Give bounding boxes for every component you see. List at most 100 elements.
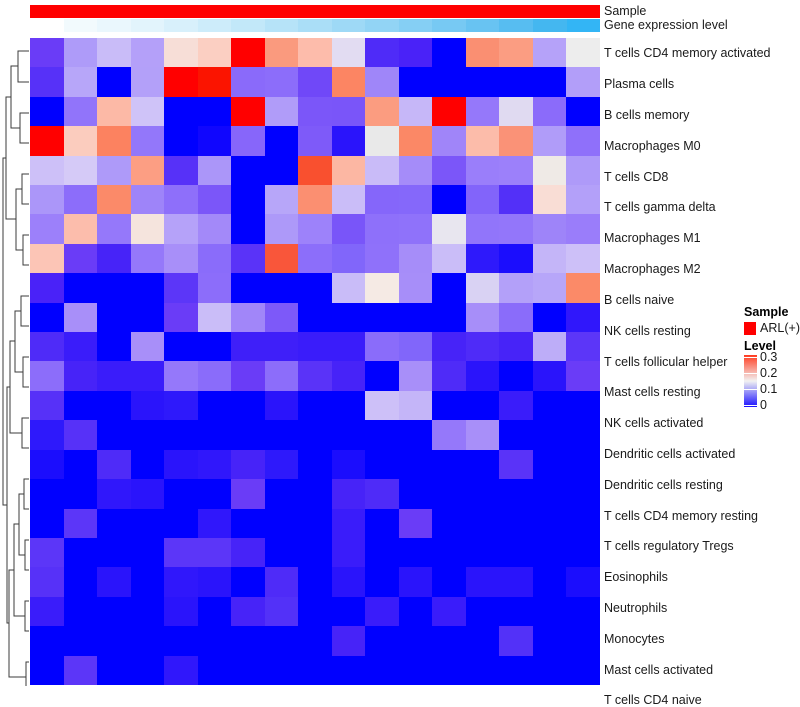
heatmap-cell [30, 537, 64, 568]
heatmap-cell [164, 96, 198, 127]
row-label: T cells CD4 memory activated [604, 46, 771, 61]
heatmap-cell [197, 537, 232, 568]
heatmap-cell [566, 449, 600, 480]
heatmap-cell [499, 390, 533, 421]
heatmap-cell [130, 420, 165, 450]
heatmap-cell [331, 214, 366, 244]
level-tick-mark [744, 389, 757, 390]
legend-sample-key-label: ARL(+) [760, 321, 800, 335]
heatmap-cell [264, 508, 299, 538]
heatmap-cell [197, 185, 232, 215]
heatmap-cell [398, 449, 433, 480]
heatmap-cell [432, 626, 466, 656]
heatmap-cell [566, 537, 600, 568]
heatmap-cell [97, 38, 131, 68]
heatmap-cell [499, 214, 533, 244]
heatmap-cell [264, 596, 299, 627]
heatmap-cell [331, 332, 366, 362]
heatmap-cell [465, 508, 500, 538]
heatmap-cell [164, 38, 198, 68]
heatmap-cell [130, 214, 165, 244]
heatmap-cell [197, 273, 232, 303]
heatmap-cell [331, 390, 366, 421]
heatmap-cell [63, 126, 98, 156]
heatmap-cell [264, 302, 299, 333]
heatmap-cell [331, 655, 366, 685]
heatmap-cell [130, 596, 165, 627]
sample-annotation-cell [298, 5, 332, 18]
heatmap-cell [231, 537, 265, 568]
heatmap-cell [63, 420, 98, 450]
heatmap-cell [566, 38, 600, 68]
heatmap-cell [130, 567, 165, 597]
heatmap-cell [532, 567, 567, 597]
heatmap-cell [63, 243, 98, 274]
row-label: NK cells activated [604, 416, 704, 431]
heatmap-cell [499, 537, 533, 568]
heatmap-cell [298, 361, 332, 391]
heatmap-cell [97, 155, 131, 186]
heatmap-cell [465, 596, 500, 627]
heatmap-cell [398, 155, 433, 186]
heatmap-cell [63, 655, 98, 685]
heatmap-cell [231, 479, 265, 509]
heatmap-cell [231, 332, 265, 362]
gene-expression-annotation-cell [532, 19, 567, 32]
heatmap-cell [298, 332, 332, 362]
heatmap-cell [365, 185, 399, 215]
heatmap-cell [566, 214, 600, 244]
heatmap-cell [532, 596, 567, 627]
heatmap-cell [331, 302, 366, 333]
row-label: Eosinophils [604, 570, 668, 585]
heatmap-cell [365, 243, 399, 274]
heatmap-cell [398, 508, 433, 538]
heatmap-cell [164, 390, 198, 421]
heatmap-cell [398, 38, 433, 68]
heatmap-cell [432, 655, 466, 685]
heatmap-cell [264, 243, 299, 274]
heatmap-cell [566, 361, 600, 391]
heatmap-cell [97, 449, 131, 480]
heatmap-cell [63, 596, 98, 627]
heatmap-cell [197, 214, 232, 244]
heatmap-cell [298, 390, 332, 421]
heatmap-cell [365, 390, 399, 421]
heatmap-cell [63, 155, 98, 186]
row-label: B cells memory [604, 108, 690, 123]
heatmap-cell [231, 214, 265, 244]
heatmap-cell [365, 332, 399, 362]
heatmap-cell [465, 655, 500, 685]
heatmap-cell [63, 67, 98, 97]
heatmap-cell [365, 273, 399, 303]
heatmap-cell [566, 67, 600, 97]
heatmap-cell [432, 508, 466, 538]
heatmap-cell [130, 655, 165, 685]
level-tick-label: 0.1 [760, 382, 778, 396]
heatmap-cell [532, 185, 567, 215]
heatmap-cell [465, 361, 500, 391]
heatmap-cell [365, 420, 399, 450]
heatmap-cell [130, 332, 165, 362]
heatmap-cell [331, 185, 366, 215]
heatmap-cell [130, 361, 165, 391]
heatmap-cell [30, 332, 64, 362]
heatmap-cell [97, 655, 131, 685]
heatmap-cell [231, 67, 265, 97]
heatmap-cell [63, 38, 98, 68]
heatmap-cell [432, 332, 466, 362]
row-label: Macrophages M0 [604, 138, 701, 153]
heatmap-cell [532, 361, 567, 391]
heatmap-cell [231, 302, 265, 333]
heatmap-cell [365, 508, 399, 538]
heatmap-cell [398, 537, 433, 568]
heatmap-cell [30, 390, 64, 421]
row-label: T cells CD4 naive [604, 693, 702, 707]
heatmap-cell [97, 185, 131, 215]
heatmap-cell [30, 126, 64, 156]
heatmap-cell [63, 273, 98, 303]
heatmap-cell [298, 508, 332, 538]
heatmap-cell [499, 67, 533, 97]
sample-annotation-cell [566, 5, 601, 18]
heatmap-cell [365, 96, 399, 127]
